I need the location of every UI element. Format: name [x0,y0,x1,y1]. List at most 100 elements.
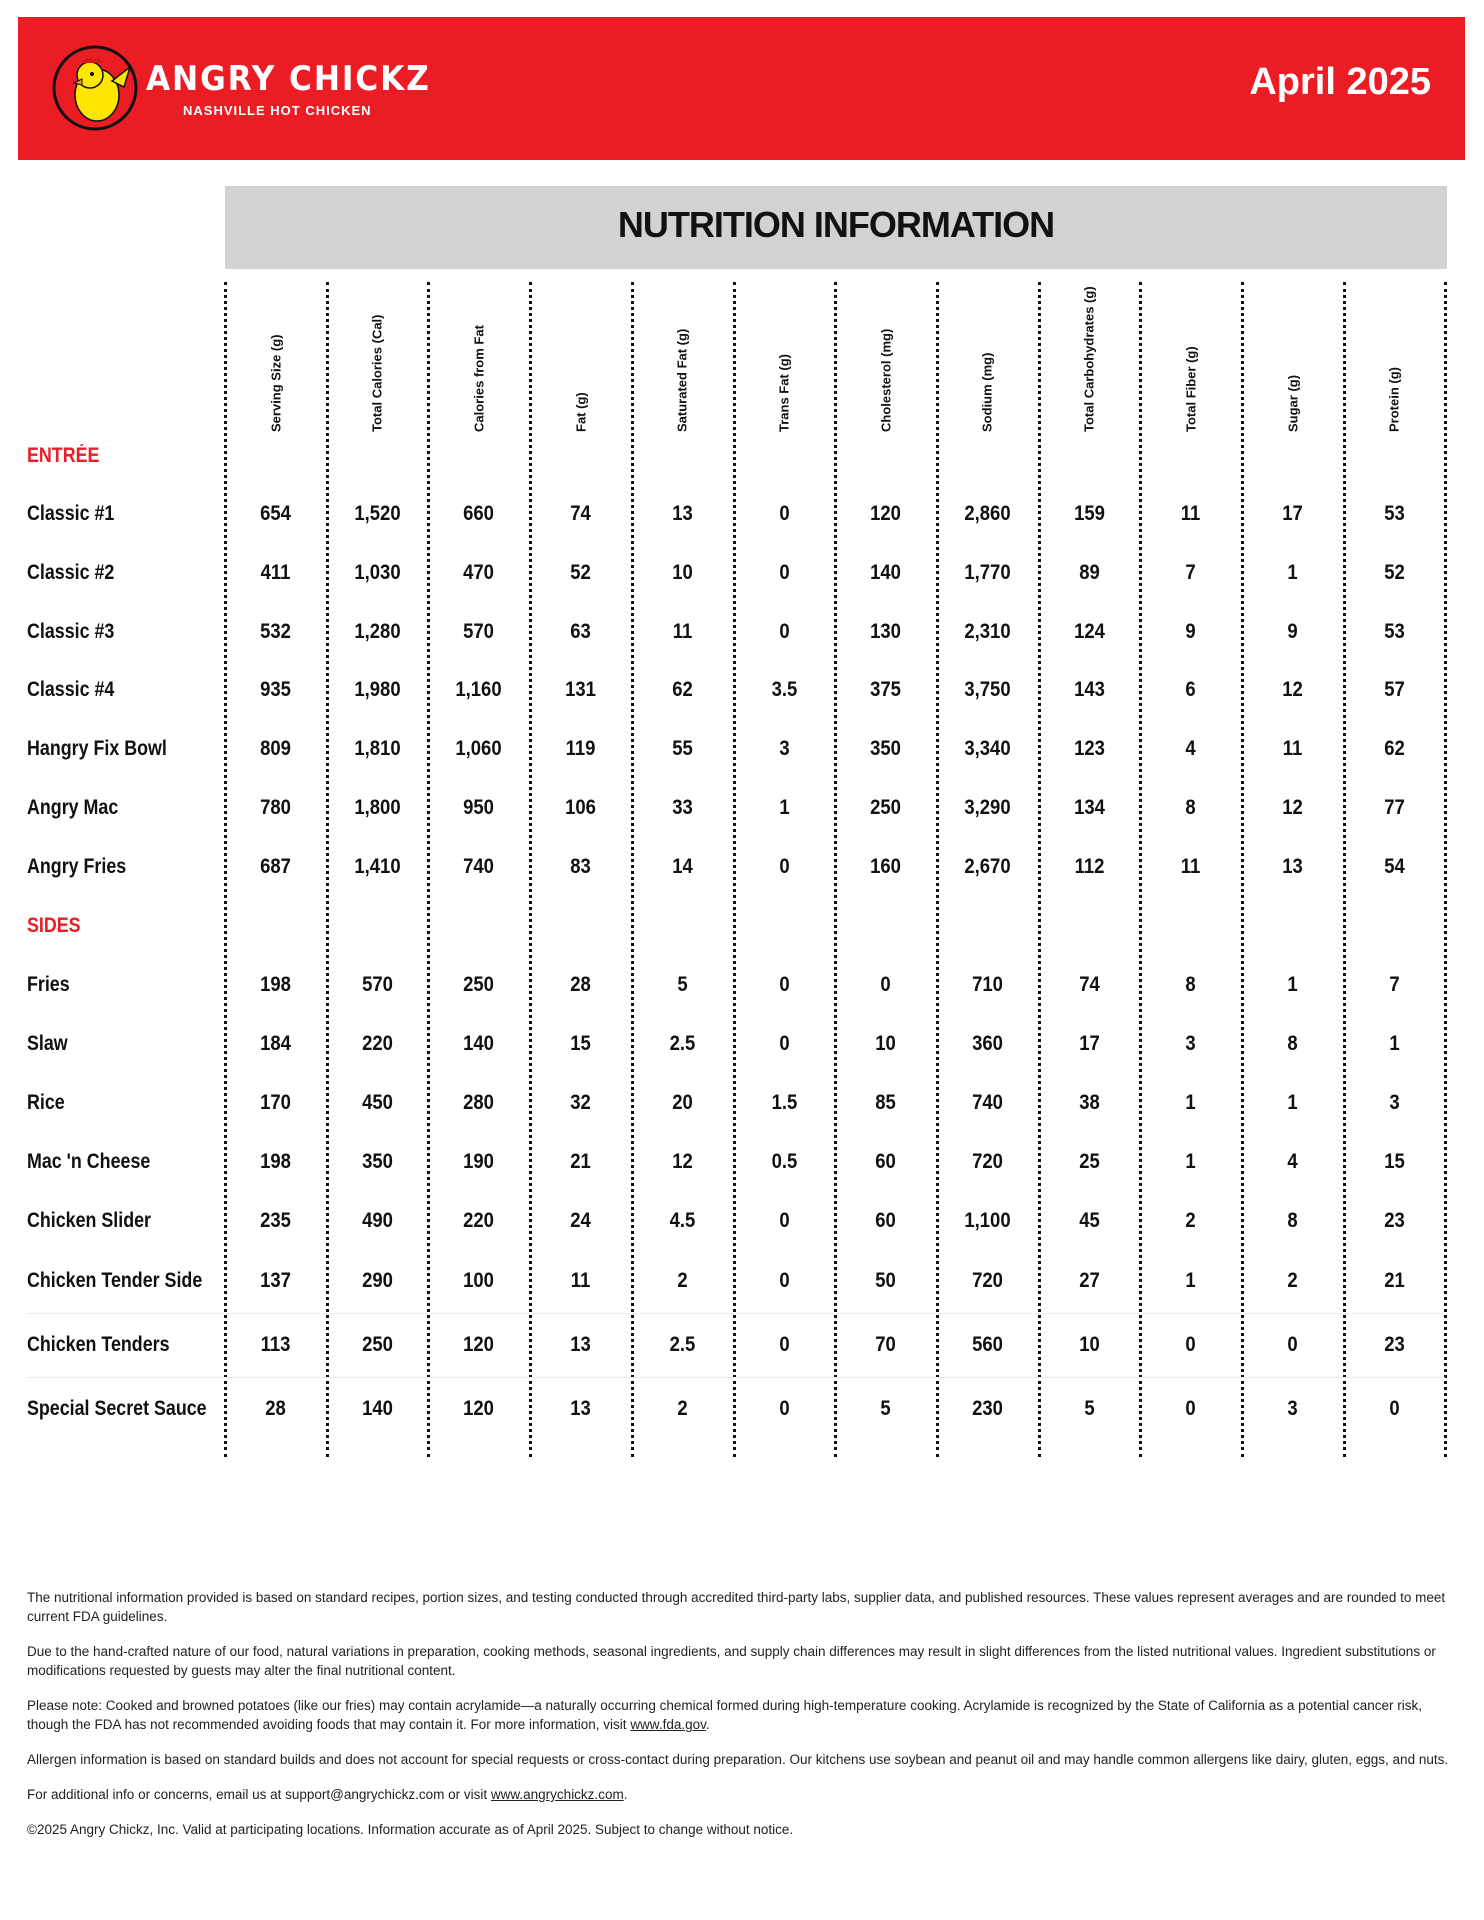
value-cell: 11 [672,620,693,643]
footer-text: For additional info or concerns, email u… [27,1787,491,1802]
value-cell: 280 [463,1091,495,1114]
value-cell: 53 [1383,620,1405,643]
column-header: Serving Size (g) [225,282,326,432]
value-cell: 32 [570,1091,591,1114]
value-cell: 560 [971,1333,1003,1356]
value-cell: 570 [463,620,495,643]
table-row: Chicken Tenders 113 250 120 13 2.5 0 70 560 10 0 0 2… [0,1333,1484,1373]
value-cell: 112 [1074,855,1104,878]
value-cell: 1,030 [354,561,401,584]
footer-text: . [705,1717,710,1732]
table-row: Chicken Slider 235 490 220 24 4.5 0 60 1,100 45 2 8… [0,1209,1484,1249]
item-name: Special Secret Sauce [27,1397,207,1420]
value-cell: 45 [1078,1209,1100,1232]
footer-text: . [623,1787,628,1802]
value-cell: 11 [1181,502,1201,525]
value-cell: 17 [1078,1032,1100,1055]
table-row: Angry Fries 687 1,410 740 83 14 0 160 2,670 112 11… [0,855,1484,895]
item-name: Angry Mac [27,796,119,819]
footer-paragraph: Due to the hand-crafted nature of our fo… [27,1642,1457,1680]
value-cell: 470 [463,561,495,584]
value-cell: 13 [570,1333,591,1356]
value-cell: 490 [361,1209,393,1232]
value-cell: 4 [1185,737,1196,760]
value-cell: 950 [463,796,495,819]
value-cell: 1 [1287,561,1298,584]
footer-text: Due to the hand-crafted nature of our fo… [27,1644,1436,1678]
item-name: Classic #2 [27,561,115,584]
value-cell: 0 [1185,1397,1196,1420]
value-cell: 8 [1185,973,1196,996]
value-cell: 0 [778,1032,790,1055]
column-header: Saturated Fat (g) [632,282,733,432]
column-divider [325,282,329,1457]
value-cell: 375 [870,678,902,701]
value-cell: 113 [260,1333,291,1356]
value-cell: 25 [1078,1150,1100,1173]
brand-header: ANGRY CHICKZ NASHVILLE HOT CHICKEN April… [18,17,1465,160]
value-cell: 21 [1383,1269,1405,1292]
value-cell: 70 [875,1333,896,1356]
item-name: Rice [27,1091,65,1114]
brand-tagline: NASHVILLE HOT CHICKEN [183,103,372,118]
value-cell: 5 [880,1397,891,1420]
value-cell: 2,670 [964,855,1011,878]
value-cell: 8 [1287,1209,1298,1232]
value-cell: 54 [1383,855,1405,878]
value-cell: 10 [1078,1333,1100,1356]
column-header: Total Fiber (g) [1140,282,1241,432]
value-cell: 55 [672,737,693,760]
value-cell: 77 [1383,796,1405,819]
value-cell: 106 [565,796,597,819]
value-cell: 3 [1287,1397,1298,1420]
value-cell: 52 [570,561,591,584]
value-cell: 3,750 [964,678,1011,701]
value-cell: 1 [778,796,790,819]
value-cell: 1,280 [354,620,401,643]
footer-paragraph: Please note: Cooked and browned potatoes… [27,1696,1457,1734]
footer-paragraph: The nutritional information provided is … [27,1590,1446,1624]
value-cell: 4 [1287,1150,1298,1173]
fda-link[interactable]: www.fda.gov [630,1717,706,1732]
value-cell: 250 [870,796,902,819]
value-cell: 220 [361,1032,393,1055]
column-header: Calories from Fat [428,282,529,432]
value-cell: 9 [1287,620,1298,643]
value-cell: 184 [260,1032,291,1055]
item-name: Angry Fries [27,855,127,878]
item-name: Mac 'n Cheese [27,1150,151,1173]
value-cell: 28 [265,1397,286,1420]
value-cell: 1 [1185,1091,1196,1114]
table-row: Classic #3 532 1,280 570 63 11 0 130 2,310 124 9 9 5… [0,620,1484,660]
title-band: NUTRITION INFORMATION [225,186,1447,269]
value-cell: 3,340 [964,737,1011,760]
column-header-label: Cholesterol (mg) [878,328,894,432]
item-name: Hangry Fix Bowl [27,737,167,760]
value-cell: 0 [1185,1333,1196,1356]
value-cell: 190 [463,1150,495,1173]
column-header-label: Protein (g) [1386,367,1402,432]
table-row: Hangry Fix Bowl 809 1,810 1,060 119 55 3 350 3,3… [0,737,1484,777]
value-cell: 100 [463,1269,495,1292]
value-cell: 74 [570,502,591,525]
page-title: NUTRITION INFORMATION [617,204,1055,245]
value-cell: 140 [361,1397,393,1420]
value-cell: 52 [1383,561,1405,584]
column-header-label: Serving Size (g) [268,334,283,432]
table-row: Classic #1 654 1,520 660 74 13 0 120 2,860 159 11 1… [0,502,1484,542]
footer-paragraph: Allergen information is based on standar… [27,1752,1449,1767]
value-cell: 2 [1185,1209,1196,1232]
value-cell: 2 [677,1397,688,1420]
value-cell: 10 [875,1032,896,1055]
column-header-label: Calories from Fat [471,325,487,432]
footer-notes: The nutritional information provided is … [27,1588,1457,1855]
value-cell: 2.5 [669,1032,696,1055]
item-name: Chicken Slider [27,1209,152,1232]
value-cell: 1,770 [964,561,1011,584]
column-header-label: Total Carbohydrates (g) [1081,286,1097,432]
value-cell: 3 [778,737,790,760]
website-link[interactable]: www.angrychickz.com [490,1787,624,1802]
value-cell: 13 [570,1397,591,1420]
value-cell: 0 [1287,1333,1298,1356]
value-cell: 2 [1287,1269,1298,1292]
